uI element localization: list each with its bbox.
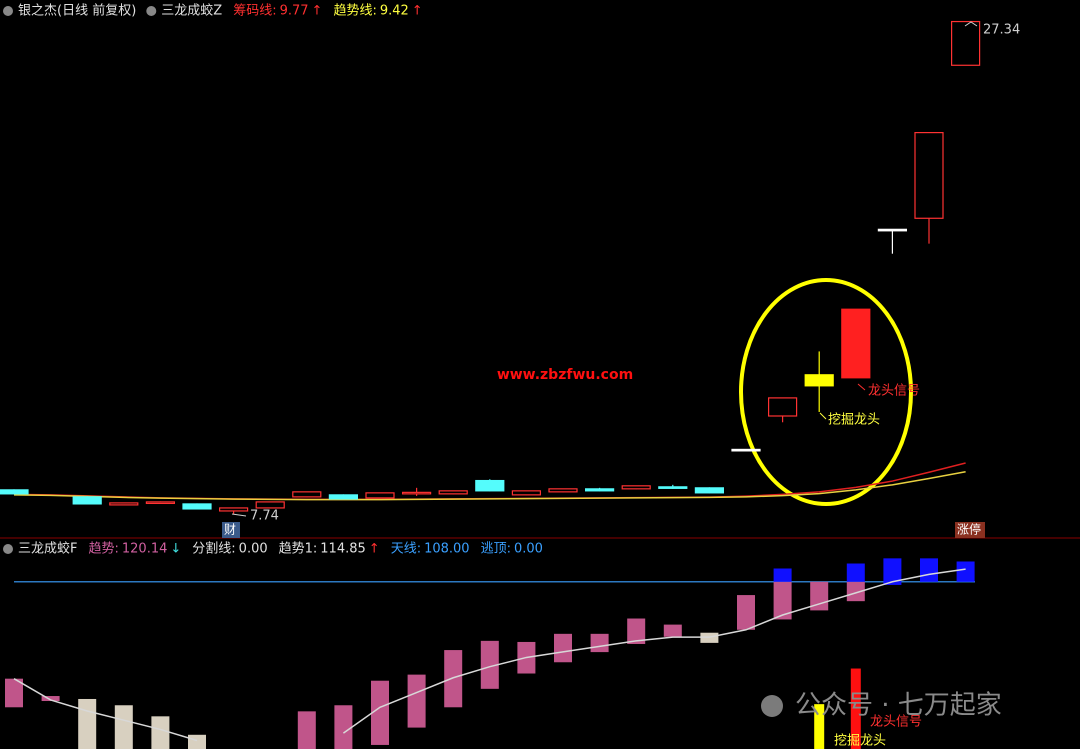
candle-body (109, 502, 139, 506)
candle-body (950, 20, 981, 66)
trend-bar (297, 711, 316, 749)
price-label: 7.74 (250, 509, 279, 524)
header-name: 三龙成蛟F (18, 542, 77, 557)
header-arrow: ↓ (170, 542, 181, 557)
price-label: 挖掘龙头 (828, 413, 880, 428)
trend-bar (590, 633, 609, 653)
signal-label: 挖掘龙头 (834, 734, 886, 749)
watermark-url: www.zbzfwu.com (497, 367, 633, 383)
candle-body (72, 496, 102, 505)
pointer (857, 383, 866, 391)
header-name: 分割线: (192, 541, 235, 557)
header-name: 趋势: (88, 541, 118, 557)
header-name: 三龙成蛟Z (161, 4, 222, 19)
header-arrow: ↑ (412, 4, 423, 19)
header-value: 0.00 (239, 542, 268, 557)
header-name: 天线: (391, 542, 421, 557)
header-name: 银之杰(日线 前复权) (18, 3, 136, 19)
candle-body (584, 488, 615, 492)
watermark: 公众号 · 七万起家 (795, 691, 1002, 721)
candle-body (767, 397, 798, 417)
header-value: 108.00 (424, 542, 470, 557)
header-value: 120.14 (122, 542, 168, 557)
trend-bar (114, 705, 133, 749)
trend-bar (188, 734, 206, 749)
top-bar (920, 558, 938, 582)
candle-body (841, 308, 871, 379)
candle-body (438, 490, 468, 495)
top-bar (846, 563, 865, 582)
header-value: 114.85 (320, 542, 366, 557)
pointer (964, 21, 978, 27)
top-bar (883, 558, 902, 585)
trend-bar (444, 650, 463, 708)
candle-body (255, 501, 285, 509)
trend-bar (846, 581, 865, 602)
candle-body (402, 491, 432, 495)
top-bar (773, 568, 792, 582)
pointer (231, 513, 247, 517)
header-arrow: ↑ (369, 542, 380, 557)
header-name: 趋势1: (279, 541, 318, 557)
candle-body (145, 501, 175, 505)
header-name: 筹码线: (233, 3, 276, 19)
trend-bar (773, 581, 792, 620)
tag-box (222, 522, 240, 538)
candle-body (219, 507, 249, 512)
tag-box (955, 522, 985, 538)
candle-body (694, 487, 725, 494)
trend-bar (41, 696, 60, 702)
trend-bar (663, 624, 682, 637)
tag-label: 涨停 (957, 522, 981, 537)
watermark-icon (761, 695, 783, 717)
ma-line (13, 471, 966, 501)
candle-body (621, 485, 651, 490)
header-value: 9.77 (280, 4, 309, 19)
signal-label: 龙头信号 (870, 715, 922, 730)
trend-bar (5, 678, 23, 708)
candle-body (475, 479, 505, 492)
candle-body (328, 494, 358, 500)
candle-body (0, 489, 29, 495)
header-name: 趋势线: (333, 3, 376, 19)
trend-bar (334, 705, 353, 749)
header-arrow: ↑ (312, 4, 323, 19)
menu-icon (3, 6, 13, 16)
trend-bar (737, 595, 755, 630)
menu-icon (3, 544, 13, 554)
menu-icon (146, 6, 157, 16)
signal-bar (850, 668, 861, 749)
trend-bar (627, 618, 646, 644)
candle-body (182, 503, 212, 510)
candle-body (731, 448, 761, 452)
candle-body (804, 374, 834, 387)
candle-body (877, 228, 908, 232)
tag-label: 财 (224, 523, 236, 537)
trend-bar (407, 674, 426, 728)
top-bar (956, 561, 975, 582)
trend1-line (13, 568, 966, 742)
candle-body (548, 488, 578, 493)
price-label: 27.34 (983, 23, 1020, 38)
header-value: 0.00 (514, 542, 543, 557)
candle-body (511, 490, 542, 496)
pointer (819, 412, 827, 420)
candle-body (292, 491, 322, 498)
signal-bar (814, 704, 825, 749)
candle-body (658, 486, 688, 489)
highlight-ellipse (739, 278, 913, 506)
trend-bar (554, 633, 572, 663)
trend-bar (371, 680, 389, 745)
trend-bar (151, 716, 170, 749)
candle-body (365, 492, 395, 499)
price-label: 龙头信号 (868, 384, 920, 399)
header-value: 9.42 (380, 4, 409, 19)
trend-bar (78, 698, 97, 749)
trend-bar (480, 640, 499, 689)
candle-body (914, 132, 944, 219)
header-name: 逃顶: (481, 542, 511, 557)
